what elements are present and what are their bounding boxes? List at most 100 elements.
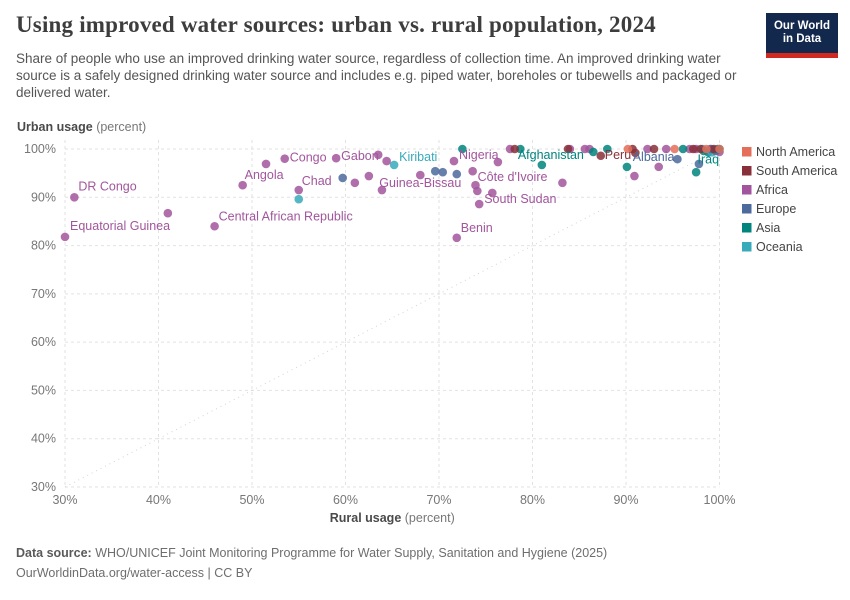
scatter-point[interactable] (702, 144, 711, 154)
owid-logo-line1: Our World (773, 20, 830, 32)
country-label-benin[interactable]: Benin (461, 221, 493, 235)
y-tick-label: 70% (31, 287, 56, 301)
legend-swatch-north-america[interactable] (742, 147, 752, 157)
data-source-line: Data source: WHO/UNICEF Joint Monitoring… (16, 543, 607, 563)
scatter-point[interactable] (623, 144, 633, 154)
license-line[interactable]: OurWorldinData.org/water-access | CC BY (16, 566, 253, 580)
scatter-point-kiribati[interactable] (389, 160, 399, 170)
scatter-point[interactable] (630, 171, 639, 181)
scatter-point-benin[interactable] (452, 233, 462, 243)
scatter-point-nigeria[interactable] (449, 156, 459, 166)
scatter-point[interactable] (558, 178, 567, 188)
country-label-chad[interactable]: Chad (302, 174, 332, 188)
country-label-peru[interactable]: Peru (605, 148, 631, 162)
scatter-point[interactable] (649, 144, 659, 154)
parity-line (64, 148, 720, 488)
y-tick-label: 60% (31, 335, 56, 349)
data-source-text: WHO/UNICEF Joint Monitoring Programme fo… (91, 546, 608, 560)
country-label-iraq[interactable]: Iraq (698, 152, 720, 166)
country-label-c-te-d-ivoire[interactable]: Côte d'Ivoire (478, 170, 548, 184)
x-axis-title: Rural usage (percent) (330, 511, 455, 525)
scatter-point[interactable] (487, 188, 497, 198)
scatter-point[interactable] (715, 144, 724, 154)
scatter-point[interactable] (373, 150, 383, 160)
country-label-afghanistan[interactable]: Afghanistan (518, 148, 584, 162)
scatter-point[interactable] (493, 157, 503, 167)
country-label-angola[interactable]: Angola (245, 168, 284, 182)
scatter-point[interactable] (678, 144, 688, 154)
scatter-point-dr-congo[interactable] (70, 192, 79, 202)
chart-footer: Data source: WHO/UNICEF Joint Monitoring… (16, 543, 607, 583)
scatter-point[interactable] (382, 156, 391, 166)
scatter-point[interactable] (603, 144, 612, 154)
country-label-south-sudan[interactable]: South Sudan (484, 192, 556, 206)
scatter-point[interactable] (294, 194, 304, 204)
legend-label-europe[interactable]: Europe (756, 202, 796, 216)
scatter-point[interactable] (563, 144, 573, 154)
country-label-gabon[interactable]: Gabon (341, 149, 379, 163)
scatter-point-guinea-bissau[interactable] (416, 170, 425, 180)
scatter-point[interactable] (661, 144, 671, 154)
legend-label-south-america[interactable]: South America (756, 164, 837, 178)
legend-label-africa[interactable]: Africa (756, 183, 788, 197)
country-label-guinea-bissau[interactable]: Guinea-Bissau (379, 176, 461, 190)
scatter-point[interactable] (691, 167, 701, 177)
x-tick-label: 40% (146, 493, 171, 507)
scatter-point-albania[interactable] (673, 154, 682, 164)
y-tick-label: 40% (31, 432, 56, 446)
scatter-point-central-african-republic[interactable] (210, 221, 219, 231)
legend-swatch-africa[interactable] (742, 185, 752, 195)
scatter-point-peru[interactable] (596, 151, 606, 161)
scatter-point[interactable] (364, 171, 374, 181)
country-label-albania[interactable]: Albania (633, 150, 675, 164)
country-label-equatorial-guinea[interactable]: Equatorial Guinea (70, 219, 170, 233)
country-label-congo[interactable]: Congo (290, 151, 327, 165)
scatter-point[interactable] (452, 169, 462, 179)
scatter-point[interactable] (338, 173, 347, 183)
scatter-point[interactable] (588, 147, 598, 157)
country-label-kiribati[interactable]: Kiribati (399, 150, 437, 164)
country-label-dr-congo[interactable]: DR Congo (78, 179, 136, 193)
data-source-label: Data source: (16, 546, 92, 560)
legend-swatch-europe[interactable] (742, 204, 752, 214)
country-label-nigeria[interactable]: Nigeria (459, 148, 499, 162)
legend-label-oceania[interactable]: Oceania (756, 240, 803, 254)
scatter-point[interactable] (689, 144, 698, 154)
owid-logo-line2: in Data (782, 33, 822, 45)
scatter-point-c-te-d-ivoire[interactable] (468, 166, 477, 176)
y-tick-label: 50% (31, 383, 56, 397)
scatter-point[interactable] (643, 144, 652, 154)
scatter-point[interactable] (377, 185, 387, 195)
scatter-point[interactable] (654, 162, 664, 172)
scatter-point[interactable] (261, 159, 271, 169)
scatter-point-congo[interactable] (280, 154, 290, 163)
scatter-point-chad[interactable] (294, 185, 304, 195)
scatter-point[interactable] (350, 178, 360, 188)
scatter-point[interactable] (430, 166, 440, 176)
scatter-point[interactable] (438, 167, 448, 177)
scatter-point-gabon[interactable] (331, 153, 341, 163)
scatter-point-afghanistan[interactable] (537, 160, 547, 170)
scatter-point[interactable] (458, 144, 467, 154)
country-label-central-african-republic[interactable]: Central African Republic (219, 209, 353, 223)
scatter-point[interactable] (670, 144, 679, 154)
legend-swatch-oceania[interactable] (742, 242, 752, 252)
owid-logo[interactable]: Our World in Data (766, 13, 838, 58)
x-tick-label: 90% (613, 493, 638, 507)
legend-label-north-america[interactable]: North America (756, 145, 835, 159)
legend-swatch-asia[interactable] (742, 223, 752, 233)
scatter-point[interactable] (694, 159, 704, 169)
scatter-point-equatorial-guinea[interactable] (60, 232, 70, 242)
y-axis-title: Urban usage (percent) (17, 120, 146, 134)
scatter-point[interactable] (631, 148, 640, 158)
scatter-point-angola[interactable] (238, 180, 247, 190)
scatter-point[interactable] (510, 144, 520, 154)
x-tick-label: 100% (704, 493, 736, 507)
scatter-point[interactable] (622, 162, 632, 172)
scatter-point[interactable] (163, 208, 173, 218)
scatter-point-south-sudan[interactable] (474, 199, 484, 209)
legend-swatch-south-america[interactable] (742, 166, 752, 176)
scatter-point[interactable] (473, 186, 482, 196)
legend-label-asia[interactable]: Asia (756, 221, 780, 235)
